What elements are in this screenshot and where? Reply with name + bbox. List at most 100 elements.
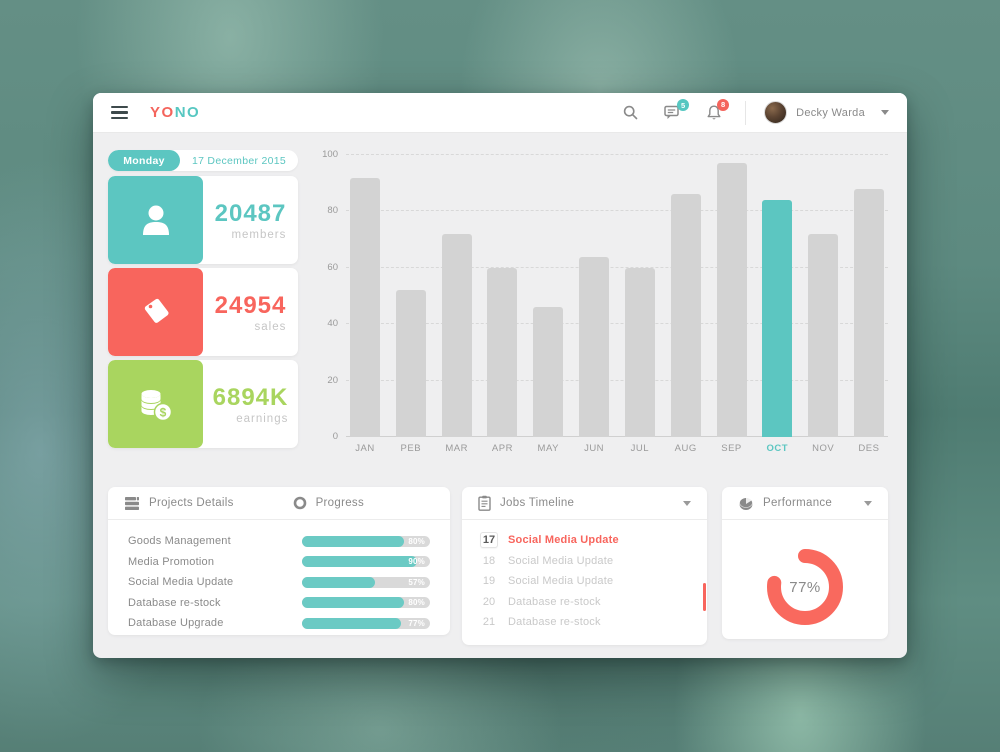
sales-label: sales: [254, 320, 287, 333]
sales-value: 24954: [214, 291, 287, 319]
project-label: Goods Management: [128, 535, 231, 548]
month-label: APR: [491, 443, 513, 454]
app-logo[interactable]: YONO: [150, 104, 201, 121]
month-label: JUN: [584, 443, 605, 454]
job-rows: 17 Social Media Update 18 Social Media Upda…: [462, 520, 707, 633]
bar-column: APR: [487, 155, 518, 454]
menu-icon[interactable]: [111, 105, 128, 120]
performance-panel-title: Performance: [763, 497, 833, 509]
job-day: 18: [482, 554, 496, 567]
projects-panel-title: Projects Details: [149, 497, 234, 509]
month-label: OCT: [766, 443, 789, 454]
chat-icon: [664, 105, 679, 119]
project-row: Database re-stock 80%: [128, 593, 430, 614]
performance-dropdown-caret-icon[interactable]: [864, 500, 872, 506]
month-label: JAN: [355, 443, 375, 454]
progress-fill: [302, 556, 418, 568]
bar-may[interactable]: [533, 307, 564, 437]
bar-column: DES: [853, 155, 884, 454]
progress-bar[interactable]: 80%: [302, 535, 430, 547]
project-label: Database re-stock: [128, 596, 221, 609]
progress-fill: [302, 597, 405, 609]
donut-arc: [767, 549, 843, 625]
gridline: [346, 266, 888, 268]
user-name: Decky Warda: [796, 106, 865, 119]
month-label: AUG: [674, 443, 697, 454]
chart-plot: JAN PEB MAR APR MAY JUN JUL AUG SEP OCT NOV DES: [346, 154, 888, 454]
bar-column: MAY: [533, 155, 564, 454]
members-label: members: [231, 228, 287, 241]
bar-des[interactable]: [853, 188, 884, 437]
notifications-button[interactable]: 8: [707, 98, 730, 121]
job-item[interactable]: 17 Social Media Update: [480, 530, 707, 551]
project-row: Goods Management 80%: [128, 531, 430, 552]
stat-card-earnings[interactable]: $ 6894K earnings: [108, 360, 298, 448]
user-avatar[interactable]: [764, 101, 788, 124]
bar-column: JUN: [579, 155, 610, 454]
user-icon: [142, 205, 169, 235]
month-label: MAY: [537, 443, 559, 454]
bar-apr[interactable]: [487, 267, 518, 437]
job-item[interactable]: 19 Social Media Update: [480, 571, 707, 592]
bar-column: JUL: [624, 155, 655, 454]
search-button[interactable]: [623, 105, 638, 120]
job-day: 17: [480, 532, 498, 549]
job-label: Social Media Update: [508, 534, 619, 547]
bar-jun[interactable]: [579, 256, 610, 437]
job-item[interactable]: 21 Database re-stock: [480, 612, 707, 633]
bell-icon: [707, 105, 721, 119]
monthly-bar-chart: 100 80 60 40 20 0 JAN PEB MAR APR MAY JUN JUL AUG SEP…: [318, 149, 888, 457]
job-item[interactable]: 18 Social Media Update: [480, 551, 707, 572]
user-menu-caret-icon[interactable]: [881, 110, 889, 115]
project-label: Database Upgrade: [128, 617, 224, 630]
progress-bar[interactable]: 80%: [302, 597, 430, 609]
progress-bar[interactable]: 77%: [302, 617, 430, 629]
bar-peb[interactable]: [395, 290, 426, 437]
messages-badge: 5: [677, 99, 690, 111]
topbar-divider: [745, 100, 747, 125]
bar-column: JAN: [350, 155, 380, 454]
bar-jan[interactable]: [350, 177, 380, 437]
bar-oct[interactable]: [762, 200, 793, 437]
job-label: Social Media Update: [508, 575, 614, 588]
bar-column: AUG: [670, 155, 701, 454]
gridline: [346, 210, 888, 212]
month-label: NOV: [812, 443, 835, 454]
date-label: 17 December 2015: [169, 150, 298, 171]
y-tick-label: 20: [327, 374, 338, 386]
bar-jul[interactable]: [624, 267, 655, 437]
progress-bar[interactable]: 90%: [302, 556, 430, 568]
jobs-scrollbar[interactable]: [703, 583, 706, 611]
jobs-panel-title: Jobs Timeline: [500, 497, 575, 509]
bar-nov[interactable]: [808, 233, 839, 437]
month-label: MAR: [445, 443, 468, 454]
progress-bar[interactable]: 57%: [302, 576, 430, 588]
dashboard-window: YONO 5 8 Decky Warda: [93, 93, 907, 658]
bar-column: SEP: [716, 155, 747, 454]
month-label: SEP: [721, 443, 742, 454]
bar-aug[interactable]: [670, 194, 701, 437]
earnings-label: earnings: [236, 412, 289, 425]
stat-card-sales[interactable]: 24954 sales: [108, 268, 298, 356]
job-day: 20: [482, 595, 496, 608]
job-item[interactable]: 20 Database re-stock: [480, 592, 707, 613]
performance-percent-label: 77%: [789, 578, 821, 596]
y-tick-label: 100: [322, 149, 338, 160]
job-day: 21: [482, 616, 496, 629]
progress-percent: 80%: [408, 536, 425, 546]
day-badge: Monday: [108, 150, 180, 171]
progress-fill: [302, 535, 405, 547]
job-day: 19: [482, 575, 496, 588]
stat-card-members[interactable]: 20487 members: [108, 176, 298, 264]
bar-mar[interactable]: [441, 233, 472, 437]
messages-button[interactable]: 5: [664, 99, 690, 120]
progress-percent: 90%: [408, 557, 425, 567]
bar-column: NOV: [808, 155, 839, 454]
project-label: Social Media Update: [128, 576, 234, 589]
tag-icon: [144, 298, 169, 323]
progress-fill: [302, 617, 401, 629]
jobs-dropdown-caret-icon[interactable]: [683, 500, 691, 506]
bar-column: PEB: [395, 155, 426, 454]
month-label: PEB: [400, 443, 422, 454]
bar-sep[interactable]: [716, 163, 747, 437]
